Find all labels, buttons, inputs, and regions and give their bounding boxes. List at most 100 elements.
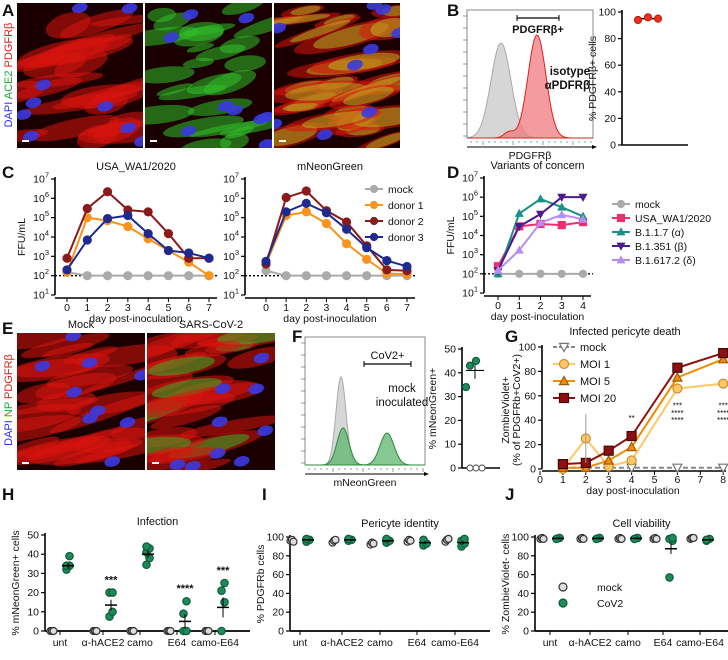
data-point <box>321 208 332 218</box>
x-axis-label: day post-inoculation <box>586 485 680 497</box>
significance-stars: *** <box>673 402 682 411</box>
nucleus <box>134 136 143 147</box>
green-signal <box>233 10 272 39</box>
legend-marker <box>616 227 626 236</box>
group-unt <box>46 551 74 636</box>
legend-marker <box>558 358 570 370</box>
data-point <box>633 15 643 25</box>
data-point <box>603 454 615 465</box>
nucleus <box>185 461 201 470</box>
data-point <box>402 261 412 272</box>
y-tick-label: 40 <box>524 415 536 427</box>
nucleus <box>347 59 363 71</box>
legend-label: MOI 20 <box>580 393 616 405</box>
nucleus <box>34 360 51 372</box>
data-point-cov2 <box>179 609 188 619</box>
y-tick-label: 10 <box>27 606 39 618</box>
y-axis-label: % mNeonGreen+ <box>427 368 439 449</box>
data-point-mock <box>579 534 588 543</box>
y-tick-label: 103 <box>33 248 49 263</box>
x-tick-label: 4 <box>629 474 635 486</box>
data-point <box>557 459 569 470</box>
pdgfrb-signal <box>17 415 82 445</box>
data-point-mock <box>369 539 378 548</box>
y-tick-label: 0 <box>33 626 39 638</box>
legend-label: B.1.617.2 (δ) <box>635 255 696 267</box>
y-tick-label: 0 <box>278 626 284 638</box>
data-point <box>123 271 133 281</box>
data-point <box>514 222 524 232</box>
legend-marker <box>616 255 626 264</box>
image-title-sars-cov-2: SARS-CoV-2 <box>179 319 243 331</box>
panel-letter: I <box>262 485 267 504</box>
green-signal <box>203 69 257 96</box>
histogram-legend-label: mock <box>388 383 416 395</box>
data-point <box>626 441 638 452</box>
stain-label: NP <box>3 402 15 417</box>
x-axis-label: day post-inoculation <box>491 311 585 323</box>
data-point <box>123 210 133 221</box>
x-tick-label: 1 <box>283 302 289 314</box>
nucleus <box>35 79 52 91</box>
y-tick-label: 102 <box>33 267 49 282</box>
nucleus <box>257 425 274 436</box>
y-tick-label: 106 <box>33 190 49 205</box>
legend-item: B.1.1.7 (α) <box>612 227 684 239</box>
legend-item: USA_WA1/2020 <box>612 213 711 225</box>
y-tick-label: 101 <box>223 287 239 302</box>
x-tick-label: camo <box>615 637 641 649</box>
data-point <box>102 271 113 281</box>
legend-item: mock <box>612 199 661 211</box>
data-point-mock <box>166 626 175 636</box>
significance-stars: **** <box>671 416 683 425</box>
y-tick-label: 40 <box>444 367 456 379</box>
nucleus <box>65 333 82 342</box>
y-axis-label: % PDGFRβ+ cells <box>587 36 599 121</box>
chart-j: 0 20 40 60 80 100% ZombieViolet- cells Cell vi… <box>500 518 728 649</box>
nucleus <box>163 32 180 43</box>
micrograph-pdgfrb <box>17 3 143 148</box>
data-point-cov2 <box>217 626 226 636</box>
data-point <box>321 218 332 229</box>
nucleus <box>214 383 231 394</box>
data-point <box>362 254 372 264</box>
data-point <box>301 271 311 281</box>
y-tick-label: 104 <box>33 229 49 244</box>
data-point <box>321 271 332 281</box>
nucleus <box>233 456 250 467</box>
significance-stars: **** <box>176 583 194 595</box>
arrow-head-icon <box>424 472 429 476</box>
x-tick-label: 3 <box>606 474 612 486</box>
stain-label: DAPI <box>3 420 15 446</box>
stain-label: PDGFRβ <box>3 354 15 399</box>
pdgfrb-signal <box>184 340 242 358</box>
data-point <box>362 243 372 253</box>
green-signal <box>274 14 331 25</box>
nucleus <box>180 125 197 137</box>
green-signal <box>156 83 193 96</box>
panel-letter: D <box>447 163 459 182</box>
group-camo <box>126 542 154 636</box>
x-tick-label: 6 <box>186 302 192 314</box>
data-point-mock <box>49 626 58 636</box>
data-point-mock <box>92 626 101 636</box>
panel-letter: H <box>2 485 14 504</box>
y-tick-label: 60 <box>524 390 536 402</box>
legend-marker-mock <box>558 582 568 592</box>
nucleus <box>82 413 98 424</box>
dot-plot-f: 0 10 20 30 40 50 % mNeonGreen+ <box>427 344 500 475</box>
x-tick-label: α-hACE2 <box>82 637 125 649</box>
data-point <box>535 194 546 203</box>
data-point <box>626 430 637 442</box>
chart-title: Cell viability <box>612 518 671 530</box>
data-point <box>204 271 214 281</box>
data-point <box>653 14 663 23</box>
pdgfrb-signal <box>17 333 85 350</box>
gate-label: PDGFRβ+ <box>512 24 564 36</box>
data-point-mock <box>617 534 626 543</box>
nucleus <box>120 122 137 134</box>
x-tick-label: 4 <box>344 302 350 314</box>
data-point <box>578 193 588 202</box>
nucleus <box>362 43 379 55</box>
green-signal <box>145 104 195 125</box>
